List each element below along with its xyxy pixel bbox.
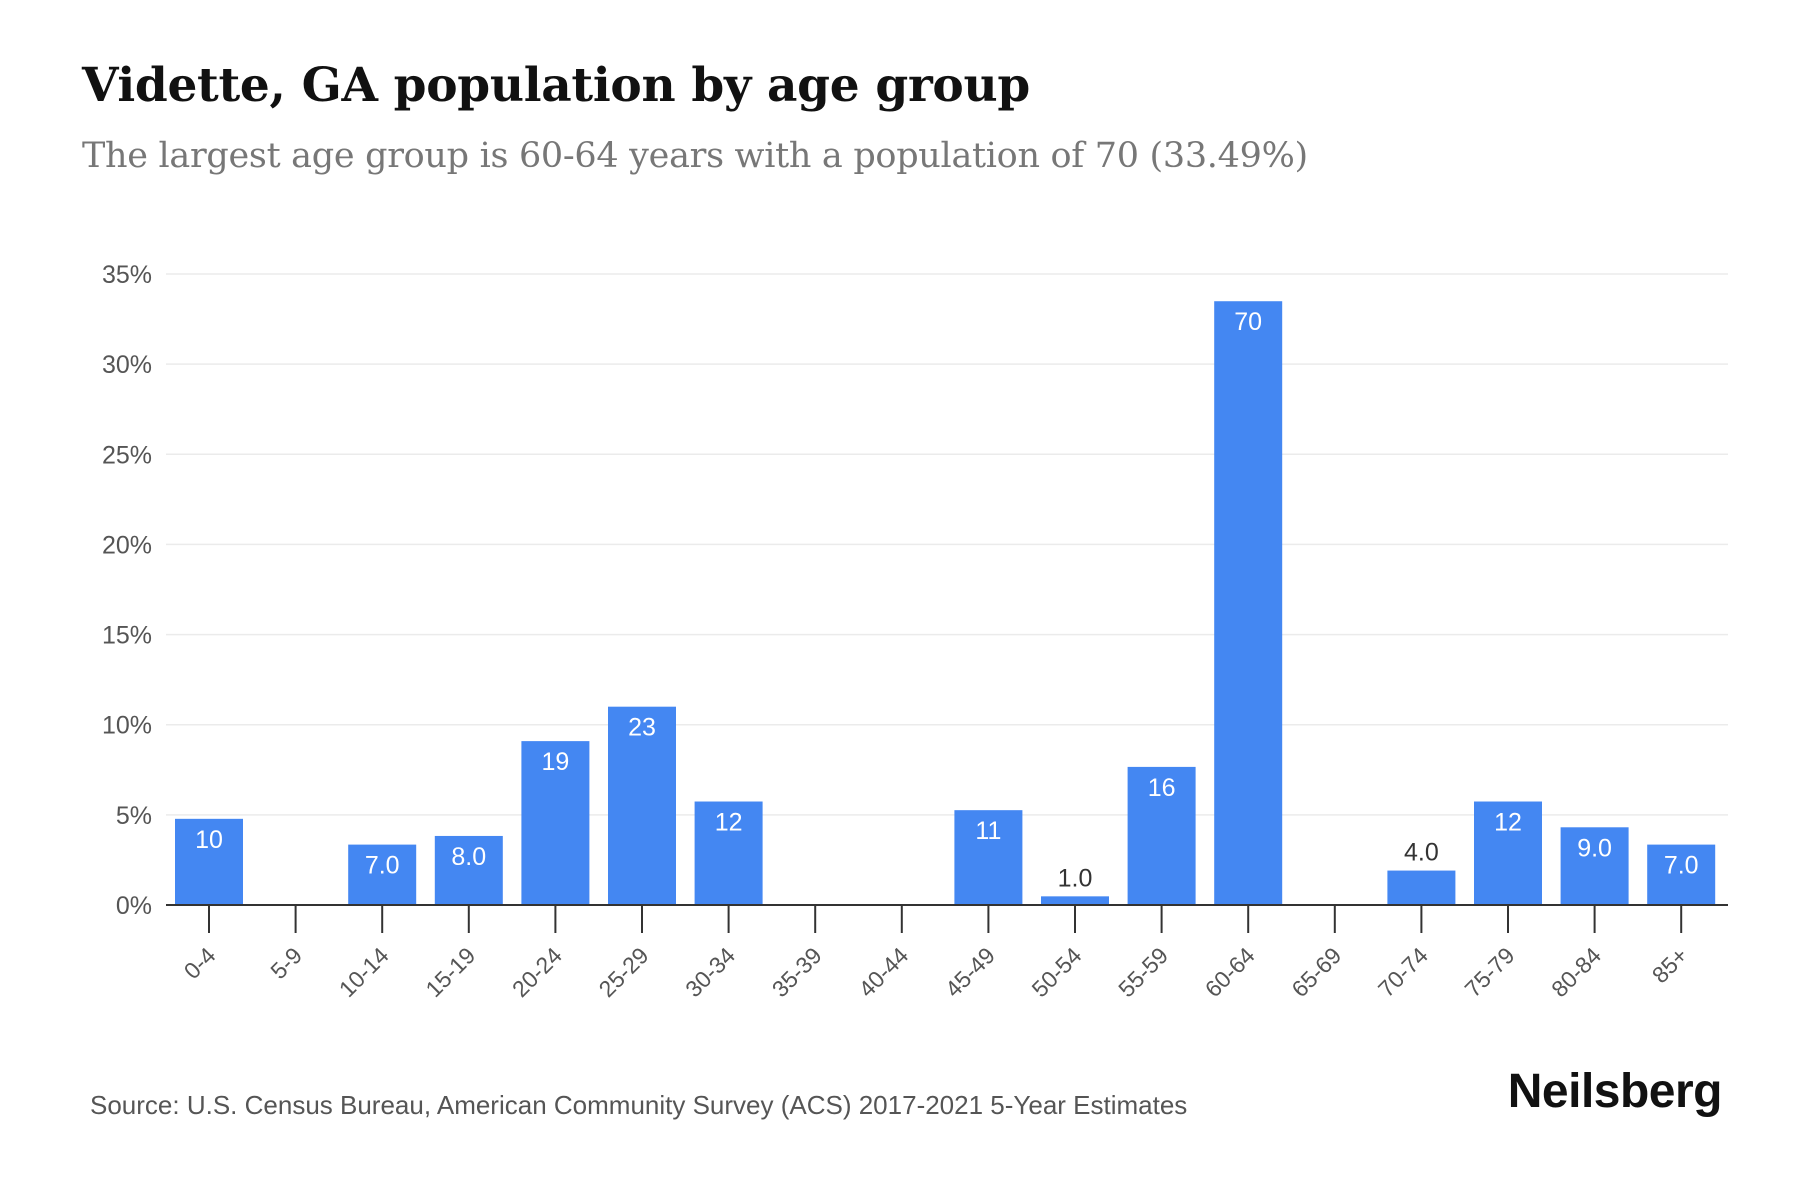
data-label-80-84: 9.0 (1577, 834, 1612, 862)
x-tick-label: 75-79 (1460, 942, 1520, 1002)
bars (175, 301, 1716, 905)
x-tick-label: 20-24 (507, 942, 567, 1002)
source-note: Source: U.S. Census Bureau, American Com… (90, 1090, 1188, 1120)
y-tick-label: 5% (116, 802, 152, 830)
data-labels: 10 7.0 8.0 19 23 12 11 1.0 16 70 4.0 12 9.0 7.0 (195, 308, 1698, 892)
y-tick-label: 25% (102, 441, 152, 469)
y-tick-label: 0% (116, 892, 152, 920)
bar-50-54 (1041, 896, 1109, 905)
bar-10-14 (348, 844, 417, 905)
data-label-50-54: 1.0 (1058, 864, 1093, 892)
x-tick-label: 55-59 (1113, 942, 1173, 1002)
data-label-10-14: 7.0 (365, 852, 400, 880)
y-axis-ticks: 0% 5% 10% 15% 20% 25% 30% 35% (102, 261, 152, 920)
chart-title: Vidette, GA population by age group (82, 58, 1030, 113)
bar-75-79 (1474, 801, 1542, 905)
bar-20-24 (521, 741, 590, 905)
bar-60-64 (1214, 301, 1283, 905)
x-tick-label: 0-4 (179, 942, 221, 984)
data-label-55-59: 16 (1148, 774, 1176, 802)
x-tick-label: 10-14 (334, 942, 394, 1002)
data-label-70-74: 4.0 (1404, 839, 1439, 867)
x-tick-label: 35-39 (767, 942, 827, 1002)
x-tick-label: 15-19 (420, 942, 480, 1002)
bar-70-74 (1387, 870, 1456, 905)
bar-55-59 (1127, 766, 1196, 905)
bar-0-4 (175, 818, 243, 905)
chart-subtitle: The largest age group is 60-64 years wit… (82, 136, 1308, 176)
bar-85+ (1647, 844, 1716, 905)
brand-logo: Neilsberg (1507, 1065, 1723, 1118)
x-tick-label: 45-49 (940, 942, 1000, 1002)
x-tick-label: 60-64 (1200, 942, 1260, 1002)
y-tick-label: 15% (102, 622, 152, 650)
y-tick-label: 35% (102, 261, 152, 289)
x-tick-label: 85+ (1647, 942, 1693, 988)
bar-45-49 (954, 810, 1023, 905)
bar-80-84 (1560, 827, 1629, 905)
data-label-60-64: 70 (1234, 308, 1262, 336)
data-label-20-24: 19 (541, 748, 569, 776)
y-tick-label: 20% (102, 531, 152, 559)
data-label-45-49: 11 (975, 817, 1001, 845)
data-label-15-19: 8.0 (451, 843, 486, 871)
data-label-25-29: 23 (628, 714, 656, 742)
grid-lines (166, 273, 1728, 816)
x-tick-label: 30-34 (680, 942, 740, 1002)
data-label-30-34: 12 (715, 809, 743, 837)
data-label-85+: 7.0 (1664, 852, 1699, 880)
x-tick-label: 25-29 (594, 942, 654, 1002)
y-tick-label: 30% (102, 351, 152, 379)
x-tick-label: 80-84 (1546, 942, 1606, 1002)
x-tick-label: 65-69 (1286, 942, 1346, 1002)
bar-15-19 (434, 835, 503, 905)
data-label-75-79: 12 (1494, 809, 1522, 837)
x-tick-label: 70-74 (1373, 942, 1433, 1002)
x-tick-label: 5-9 (265, 942, 307, 984)
bar-30-34 (694, 801, 763, 905)
x-tick-label: 40-44 (853, 942, 913, 1002)
data-label-0-4: 10 (195, 826, 223, 854)
x-axis-ticks: 0-4 5-9 10-14 15-19 20-24 25-29 30-34 35-39 40-4… (179, 905, 1693, 1002)
y-tick-label: 10% (102, 712, 152, 740)
bar-25-29 (608, 706, 676, 905)
x-tick-label: 50-54 (1027, 942, 1087, 1002)
